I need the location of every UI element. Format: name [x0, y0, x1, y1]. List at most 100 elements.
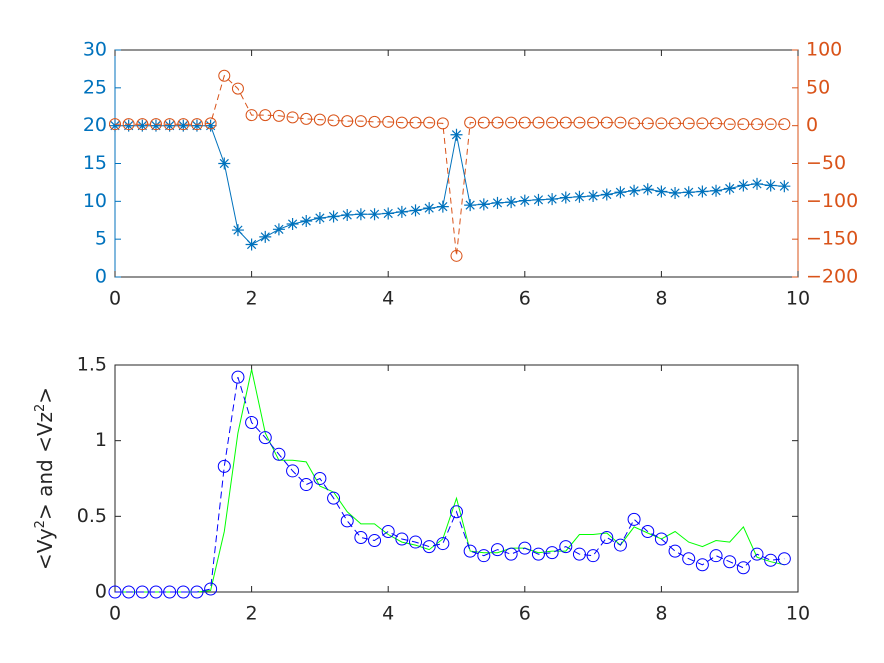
data-point	[463, 544, 477, 558]
data-point	[532, 116, 545, 129]
data-point	[723, 182, 736, 195]
data-point	[217, 459, 231, 473]
data-point	[272, 223, 285, 236]
data-point	[504, 547, 518, 561]
data-point	[641, 183, 654, 196]
data-point	[600, 116, 613, 129]
data-point	[163, 118, 176, 131]
left-y-tick-label: 15	[83, 152, 107, 174]
data-point	[710, 117, 723, 130]
data-point	[108, 585, 122, 599]
data-point	[286, 111, 299, 124]
data-point	[682, 117, 695, 130]
data-point	[710, 184, 723, 197]
data-point	[600, 531, 614, 545]
data-point	[313, 472, 327, 485]
y-tick-label: 1	[95, 429, 107, 451]
data-point	[245, 416, 259, 430]
data-point	[231, 224, 244, 237]
x-tick-label: 8	[655, 603, 667, 625]
data-point	[751, 177, 764, 190]
data-point	[272, 109, 285, 122]
data-point	[491, 196, 504, 209]
data-point	[341, 208, 354, 221]
data-point	[368, 534, 382, 548]
x-tick-label: 10	[786, 603, 810, 625]
right-y-tick-label: −50	[806, 152, 846, 174]
data-point	[149, 118, 162, 131]
data-point	[750, 547, 764, 561]
data-point	[382, 115, 395, 128]
data-point	[614, 186, 627, 199]
data-point	[546, 193, 559, 206]
right-y-tick-label: 100	[806, 39, 842, 61]
data-point	[559, 116, 572, 129]
data-point	[340, 514, 354, 528]
data-point	[450, 505, 463, 519]
data-point	[764, 179, 777, 192]
data-point	[518, 194, 531, 207]
data-point	[436, 537, 450, 551]
data-point	[177, 118, 190, 131]
data-point	[423, 202, 436, 215]
data-point	[190, 118, 203, 131]
right-y-tick-label: 50	[806, 76, 830, 98]
data-point	[163, 585, 177, 599]
data-point	[245, 238, 258, 251]
left-y-tick-label: 30	[83, 39, 107, 61]
data-point	[464, 199, 477, 212]
data-point	[764, 118, 777, 131]
data-point	[136, 118, 149, 131]
left-y-tick-label: 20	[83, 114, 107, 136]
data-point	[641, 117, 654, 130]
y-tick-label: 0.5	[77, 505, 107, 527]
data-point	[627, 512, 641, 526]
data-point	[122, 118, 135, 131]
data-point	[477, 549, 491, 563]
data-point	[163, 119, 176, 132]
y-tick-label: 1.5	[77, 354, 107, 376]
data-point	[682, 552, 696, 566]
y-axis-label-superscript: 2	[33, 404, 48, 412]
data-point	[218, 157, 231, 170]
data-point	[696, 185, 709, 198]
data-point	[477, 198, 490, 211]
data-point	[505, 196, 518, 209]
data-point	[464, 116, 477, 129]
y-tick-label: 0	[95, 581, 107, 603]
data-point	[586, 549, 600, 563]
left-y-tick-label: 0	[95, 266, 107, 288]
data-point	[778, 118, 791, 131]
plot-area	[114, 49, 799, 278]
data-point	[368, 208, 381, 221]
data-point	[490, 543, 504, 557]
data-point	[149, 585, 163, 599]
data-point	[723, 555, 737, 569]
data-point	[313, 211, 326, 224]
x-tick-label: 10	[786, 288, 810, 310]
data-point	[668, 544, 682, 558]
data-point	[778, 180, 791, 193]
data-point	[655, 185, 668, 198]
x-tick-label: 6	[519, 603, 531, 625]
data-point	[613, 538, 627, 552]
data-point	[259, 109, 272, 122]
data-point	[572, 547, 586, 561]
left-y-tick-label: 5	[95, 228, 107, 250]
data-point	[422, 540, 436, 554]
data-point	[737, 118, 750, 131]
data-point	[477, 116, 490, 129]
y-axis-label-superscript: 2	[33, 520, 48, 528]
left-y-tick-label: 25	[83, 76, 107, 98]
data-point	[559, 540, 573, 554]
data-point	[669, 117, 682, 130]
y-axis-label-part: > and <Vz	[33, 412, 57, 520]
data-point	[751, 118, 764, 131]
right-y-tick-label: −200	[806, 266, 858, 288]
data-point	[327, 114, 340, 127]
x-tick-label: 4	[382, 288, 394, 310]
data-point	[450, 128, 463, 141]
x-tick-label: 8	[655, 288, 667, 310]
